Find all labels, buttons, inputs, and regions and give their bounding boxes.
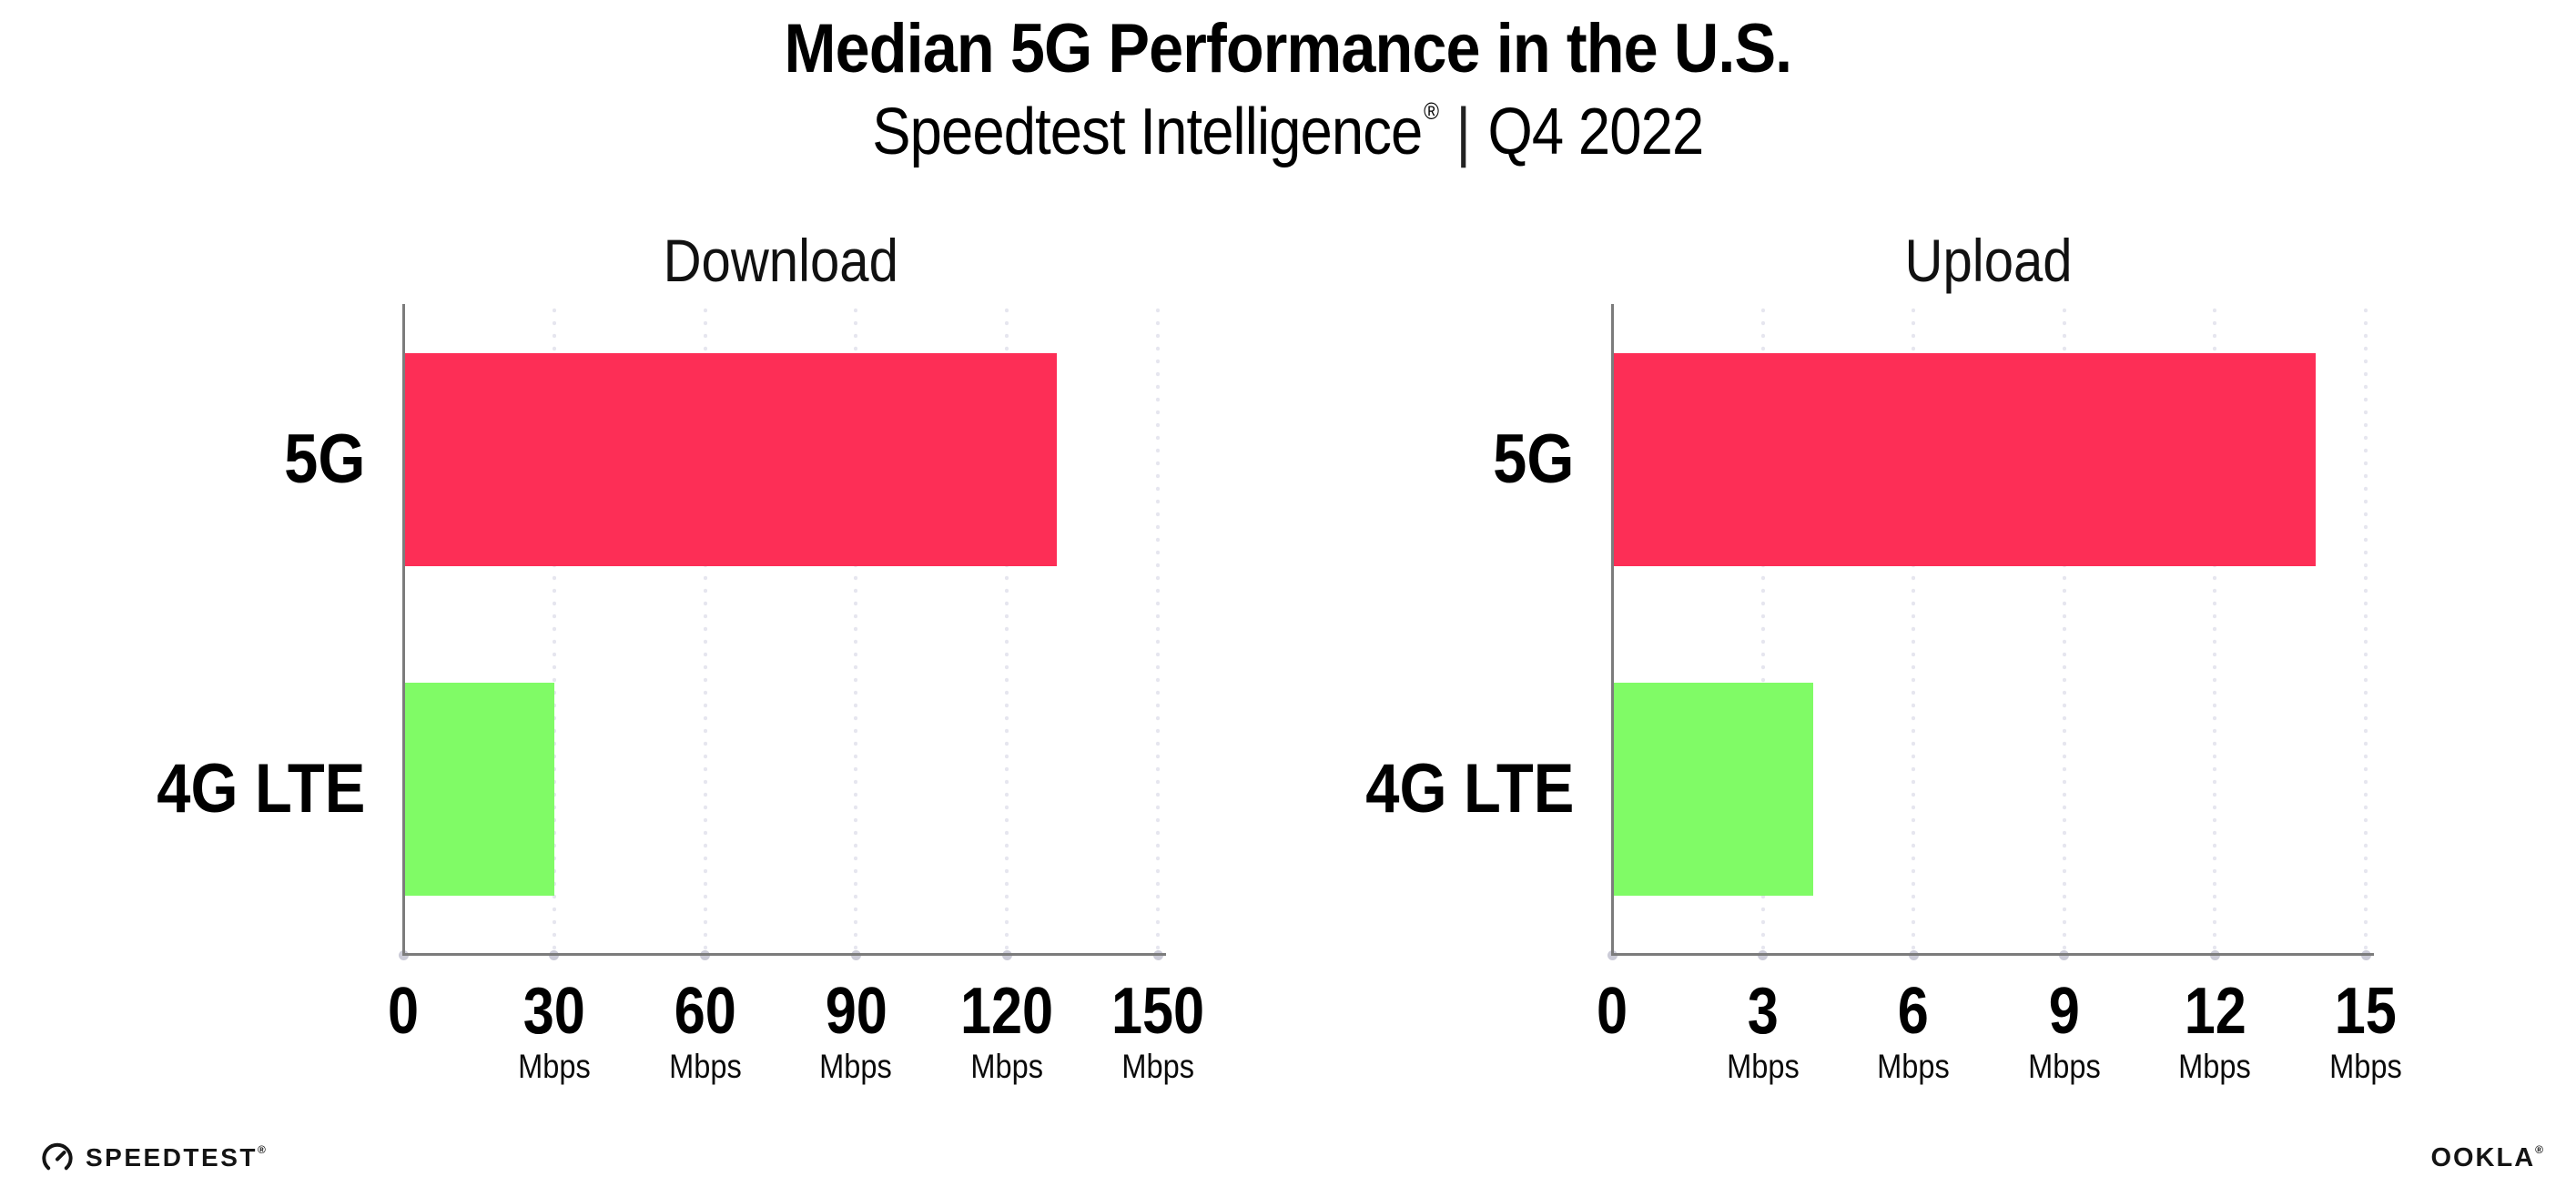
x-tick-value: 3 [1747,975,1779,1048]
gridline [2364,304,2368,954]
speedtest-registered-mark: ® [257,1143,269,1156]
subtitle-brand: Speedtest Intelligence [872,96,1423,168]
x-tick-unit: Mbps [2329,1048,2402,1085]
gridline [1760,304,1765,954]
x-tick-value: 90 [825,975,887,1048]
x-tick-unit: Mbps [668,1048,742,1085]
subtitle-period: Q4 2022 [1487,96,1705,168]
gridline [1912,304,1916,954]
category-label-5g: 5G [1492,421,1574,498]
bar-5g [403,352,1058,567]
ookla-logo: OOKLA® [2430,1143,2545,1173]
download-chart-title: Download [663,227,898,294]
x-tick-value: 30 [522,975,585,1048]
gridline [1005,304,1009,954]
ookla-wordmark: OOKLA [2430,1143,2536,1172]
page-subtitle-text: Speedtest Intelligence® | Q4 2022 [872,95,1705,169]
x-tick-unit: Mbps [1877,1048,1951,1085]
bar-4g-lte [1612,682,1813,897]
registered-mark: ® [1424,97,1439,125]
gridline [854,304,858,954]
category-label-5g: 5G [283,421,365,498]
gridline [552,304,556,954]
bar-4g-lte [403,682,554,897]
x-tick-value: 6 [1898,975,1930,1048]
x-tick-value: 60 [674,975,736,1048]
x-tick-value: 0 [1596,975,1628,1048]
x-tick-unit: Mbps [2178,1048,2252,1085]
x-tick-unit: Mbps [2027,1048,2101,1085]
gridline [2062,304,2066,954]
x-tick-unit: Mbps [1726,1048,1800,1085]
ookla-registered-mark: ® [2535,1143,2545,1156]
x-tick-value: 9 [2048,975,2080,1048]
x-tick-value: 0 [387,975,420,1048]
download-plot-area: 0 30 Mbps 60 Mbps 90 Mbps 120 Mbps 150 Mbps [388,304,1204,1085]
y-axis-line [1611,304,1614,955]
x-tick-value: 12 [2184,975,2246,1048]
speedtest-logo: SPEEDTEST® [40,1131,268,1184]
x-tick-value: 120 [960,975,1054,1048]
page-title: Median 5G Performance in the U.S. [0,9,2576,88]
page-subtitle: Speedtest Intelligence® | Q4 2022 [0,95,2576,169]
x-tick-unit: Mbps [1121,1048,1194,1085]
gridline [703,304,707,954]
speedtest-gauge-icon [42,1142,73,1171]
category-label-4g-lte: 4G LTE [1364,750,1574,827]
speedtest-wordmark: SPEEDTEST® [86,1143,269,1172]
x-tick-value: 15 [2334,975,2398,1048]
category-label-4g-lte: 4G LTE [156,750,365,827]
x-axis-line [1611,953,2374,956]
x-tick-unit: Mbps [517,1048,591,1085]
upload-chart-title: Upload [1904,227,2074,294]
x-tick-value: 150 [1111,975,1205,1048]
upload-plot-area: 0 3 Mbps 6 Mbps 9 Mbps 12 Mbps 15 Mbps [1597,304,2402,1085]
bar-5g [1612,352,2316,567]
gridline [2213,304,2217,954]
x-axis-line [402,953,1166,956]
x-tick-unit: Mbps [819,1048,893,1085]
x-tick-unit: Mbps [970,1048,1044,1085]
gridline [1156,304,1160,954]
subtitle-separator: | [1455,96,1471,168]
y-axis-line [402,304,405,955]
page-title-text: Median 5G Performance in the U.S. [784,10,1793,87]
